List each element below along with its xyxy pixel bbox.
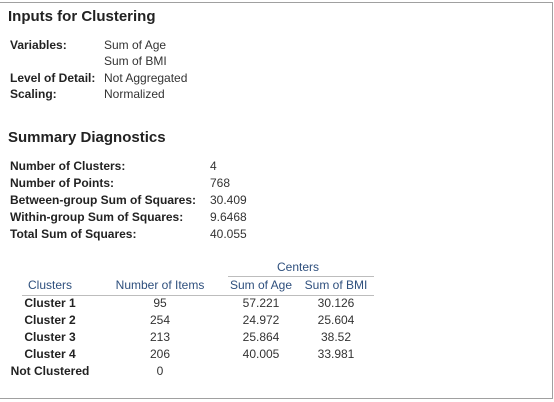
cell: 25.864 [242, 330, 280, 344]
divider [22, 295, 374, 296]
cell: 40.005 [242, 347, 280, 361]
cell: 206 [149, 347, 171, 361]
column-header: Clusters [27, 278, 73, 292]
row-label: Cluster 4 [24, 347, 76, 361]
cell: 33.981 [317, 347, 355, 361]
diagnostic-label: Number of Clusters: [10, 159, 126, 173]
input-value: Sum of Age [104, 38, 167, 52]
diagnostic-value: 9.6468 [210, 210, 247, 224]
diagnostic-value: 768 [210, 176, 231, 190]
diagnostic-value: 4 [210, 159, 217, 173]
input-value: Sum of BMI [104, 54, 167, 68]
cell: 254 [149, 313, 171, 327]
section-title: Summary Diagnostics [8, 129, 166, 146]
row-label: Cluster 2 [24, 313, 76, 327]
diagnostic-value: 30.409 [210, 193, 247, 207]
section-title: Inputs for Clustering [8, 8, 156, 25]
input-value: Normalized [104, 87, 165, 101]
diagnostic-label: Number of Points: [10, 176, 114, 190]
column-header: Sum of BMI [304, 278, 368, 292]
divider [228, 276, 374, 277]
cell: 38.52 [320, 330, 352, 344]
diagnostic-value: 40.055 [210, 227, 247, 241]
row-label: Not Clustered [10, 364, 90, 378]
cell: 25.604 [317, 313, 355, 327]
diagnostic-label: Within-group Sum of Squares: [10, 210, 184, 224]
cell: 0 [156, 364, 164, 378]
input-value: Not Aggregated [104, 71, 188, 85]
cell: 24.972 [242, 313, 280, 327]
diagnostic-label: Between-group Sum of Squares: [10, 193, 197, 207]
column-header: Number of Items [115, 278, 205, 292]
input-label: Level of Detail: [10, 71, 96, 85]
cell: 30.126 [317, 296, 355, 310]
group-header: Centers [276, 260, 320, 274]
row-label: Cluster 3 [24, 330, 76, 344]
cell: 95 [153, 296, 167, 310]
input-label: Variables: [10, 38, 67, 52]
row-label: Cluster 1 [24, 296, 76, 310]
input-label: Scaling: [10, 87, 57, 101]
column-header: Sum of Age [229, 278, 293, 292]
cell: 57.221 [242, 296, 280, 310]
diagnostic-label: Total Sum of Squares: [10, 227, 137, 241]
cell: 213 [149, 330, 171, 344]
